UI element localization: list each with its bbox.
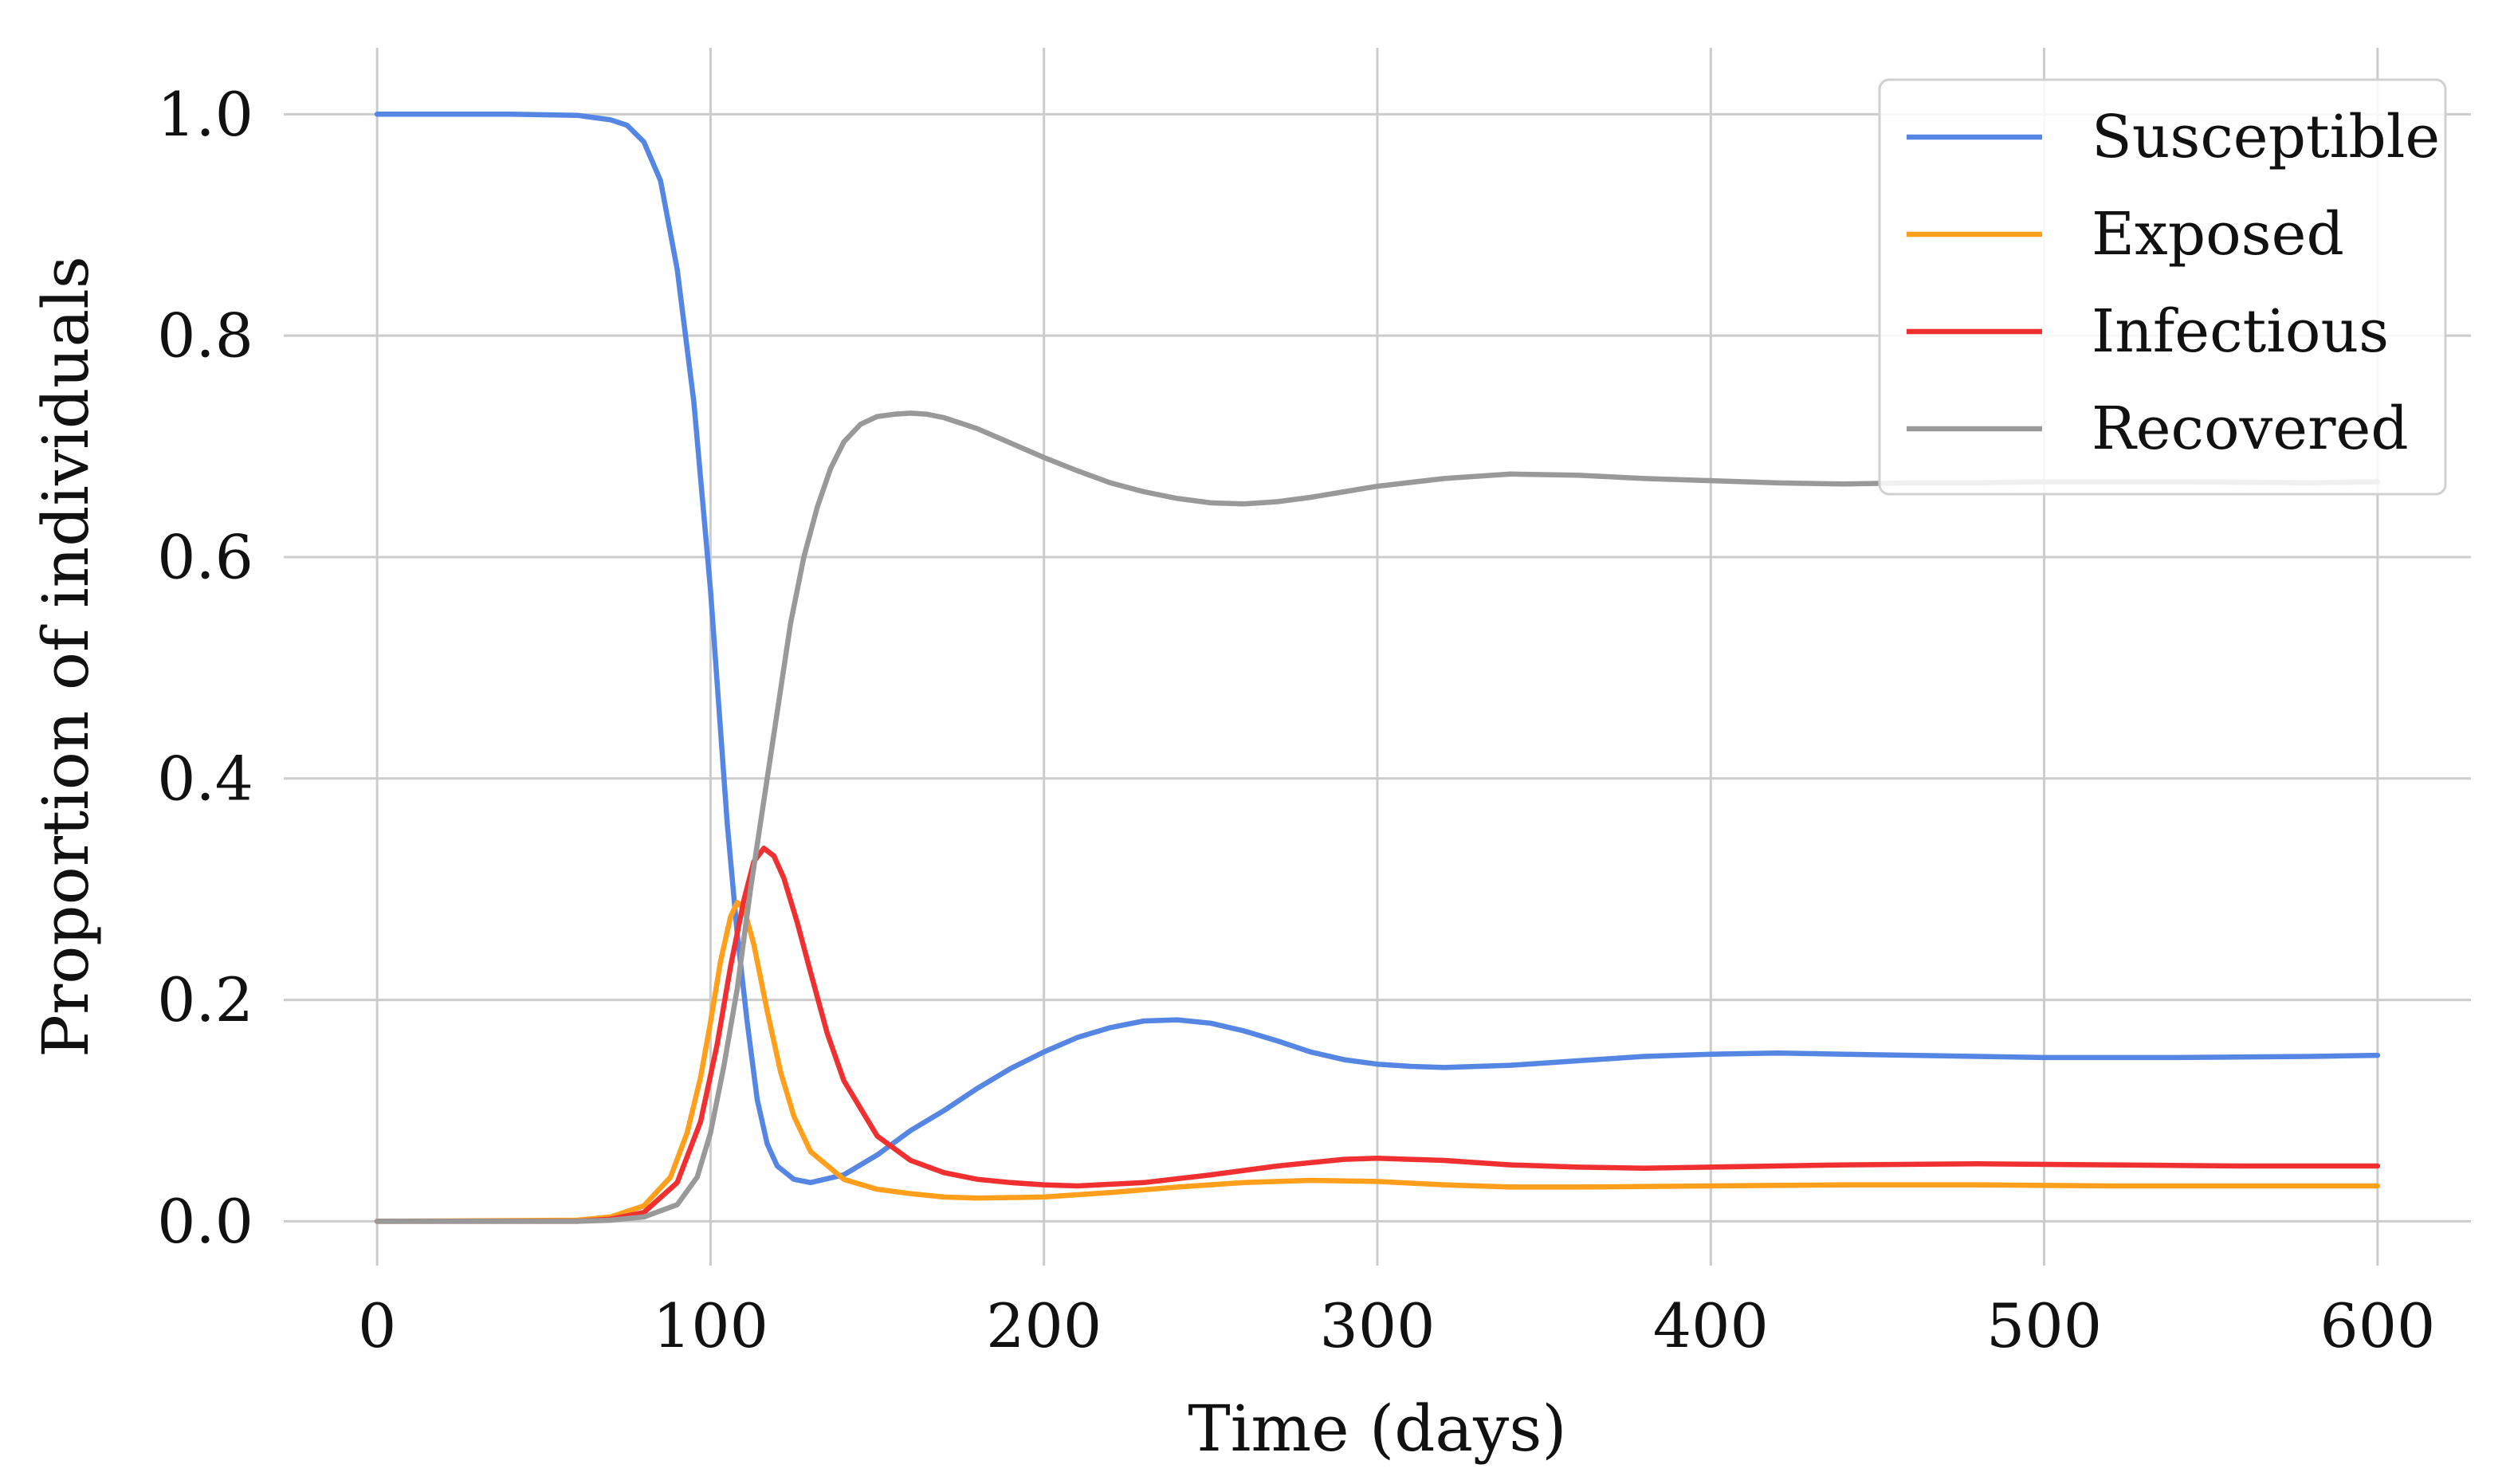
y-tick-label: 0.2 xyxy=(157,964,253,1035)
y-axis-label: Proportion of individuals xyxy=(29,256,103,1058)
x-axis-label: Time (days) xyxy=(1188,1392,1566,1466)
x-tick-label: 500 xyxy=(1986,1290,2102,1361)
series-line-exposed xyxy=(374,900,2381,1224)
series-lines xyxy=(374,112,2381,1224)
x-tick-labels: 0 100 200 300 400 500 600 xyxy=(358,1290,2435,1361)
series-line-susceptible xyxy=(374,112,2381,1186)
y-tick-label: 0.6 xyxy=(157,521,253,592)
x-tick-label: 300 xyxy=(1319,1290,1435,1361)
legend: Susceptible Exposed Infectious Recovered xyxy=(1878,78,2447,496)
y-tick-label: 1.0 xyxy=(157,79,253,150)
legend-label-susceptible: Susceptible xyxy=(2092,103,2440,171)
x-tick-label: 600 xyxy=(2319,1290,2435,1361)
x-tick-label: 200 xyxy=(986,1290,1102,1361)
y-tick-label: 0.4 xyxy=(157,743,253,814)
x-tick-label: 0 xyxy=(358,1290,396,1361)
series-line-recovered xyxy=(374,410,2381,1224)
legend-box xyxy=(1878,78,2447,496)
y-tick-labels: 0.0 0.2 0.4 0.6 0.8 1.0 xyxy=(157,79,253,1257)
legend-label-recovered: Recovered xyxy=(2092,395,2409,463)
legend-label-exposed: Exposed xyxy=(2092,200,2344,269)
legend-label-infectious: Infectious xyxy=(2092,297,2389,366)
y-tick-label: 0.0 xyxy=(157,1186,253,1257)
series-line-infectious xyxy=(374,846,2381,1224)
x-tick-label: 400 xyxy=(1653,1290,1769,1361)
y-tick-label: 0.8 xyxy=(157,300,253,371)
x-tick-label: 100 xyxy=(653,1290,768,1361)
